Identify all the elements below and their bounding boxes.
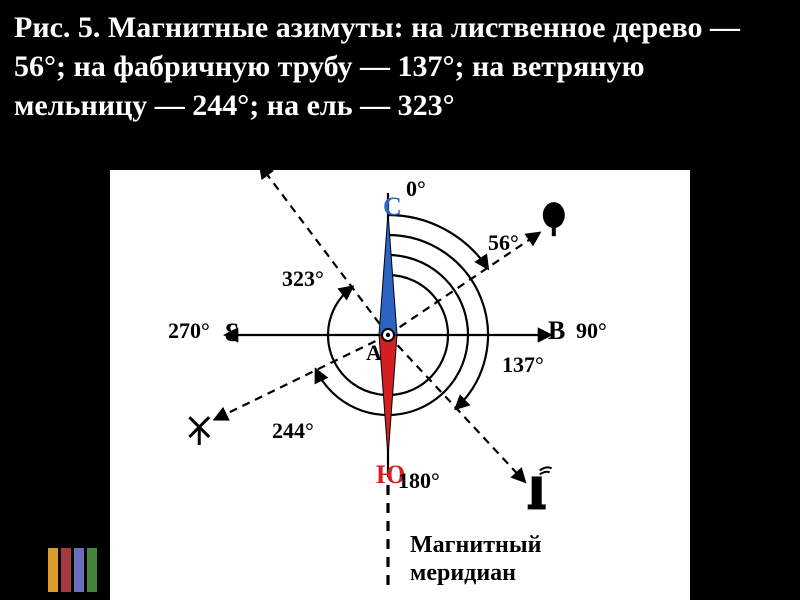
compass-diagram: 0° С В 90° Ю 180° 270° З А 56° 137° 244°… bbox=[110, 170, 690, 600]
compass-svg bbox=[110, 170, 690, 600]
windmill-icon bbox=[189, 417, 209, 445]
label-east-deg: 90° bbox=[576, 318, 607, 344]
chimney-icon bbox=[528, 467, 552, 509]
figure-caption: Рис. 5. Магнитные азимуты: на лиственное… bbox=[14, 8, 780, 125]
label-meridian-2: меридиан bbox=[410, 560, 516, 587]
label-north-letter: С bbox=[383, 192, 402, 222]
label-west-deg: 270° bbox=[168, 318, 210, 344]
slide-accent-bars bbox=[48, 548, 97, 592]
label-az-244: 244° bbox=[272, 418, 314, 444]
label-az-137: 137° bbox=[502, 352, 544, 378]
label-meridian-1: Магнитный bbox=[410, 532, 541, 559]
accent-bar-1 bbox=[61, 548, 71, 592]
label-west-letter: З bbox=[225, 318, 239, 348]
label-north-deg: 0° bbox=[406, 176, 426, 202]
caption-prefix: Рис. 5. Магнитные азимуты: bbox=[14, 11, 411, 44]
label-az-323: 323° bbox=[282, 266, 324, 292]
label-center: А bbox=[366, 340, 382, 366]
label-east-letter: В bbox=[548, 316, 565, 346]
accent-bar-3 bbox=[87, 548, 97, 592]
label-az-56: 56° bbox=[488, 230, 519, 256]
caption-item-1: на фабричную трубу — 137°; bbox=[74, 50, 465, 83]
accent-bar-0 bbox=[48, 548, 58, 592]
accent-bar-2 bbox=[74, 548, 84, 592]
label-south-deg: 180° bbox=[398, 468, 440, 494]
deciduous-tree-icon bbox=[543, 202, 565, 236]
caption-item-3: на ель — 323° bbox=[267, 89, 455, 122]
